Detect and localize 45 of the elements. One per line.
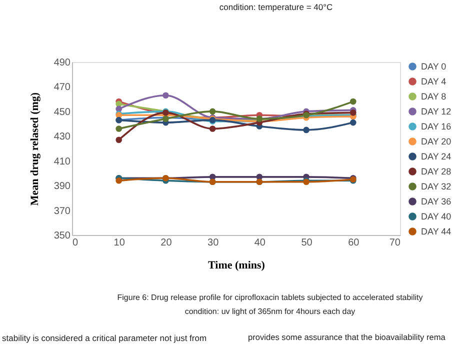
point <box>116 177 122 184</box>
x-axis-title: Time (mins) <box>208 260 266 272</box>
y-tick-label: 430 <box>54 132 71 143</box>
point <box>303 126 310 134</box>
text: condition: uv light of 365nm for 4hours each day <box>184 307 356 316</box>
legend-label: DAY 16 <box>421 122 452 132</box>
text: condition: temperature = 40°C <box>219 2 333 12</box>
legend-label: DAY 40 <box>421 212 452 222</box>
text: stability is considered a critical parameter not just from <box>2 333 207 343</box>
point <box>350 98 356 105</box>
legend-label: DAY 32 <box>421 182 452 192</box>
legend-label: DAY 36 <box>421 196 452 206</box>
legend-label: DAY 44 <box>421 226 452 236</box>
point <box>116 126 122 132</box>
legend-label: DAY 20 <box>421 136 452 146</box>
point <box>209 126 216 132</box>
legend-label: DAY 8 <box>421 92 446 102</box>
point <box>162 92 169 99</box>
x-tick-label: 70 <box>389 238 401 248</box>
y-tick-label: 470 <box>54 82 71 94</box>
x-tick-label: 10 <box>114 238 126 248</box>
x-tick-label: 30 <box>208 238 220 248</box>
point <box>350 110 356 116</box>
y-axis-title: Mean drug relased (mg) <box>28 92 41 206</box>
y-tick-label: 450 <box>54 106 71 118</box>
x-tick-label: 20 <box>160 238 172 248</box>
legend-label: DAY 28 <box>421 166 452 176</box>
legend-label: DAY 12 <box>421 106 452 116</box>
point <box>350 119 356 126</box>
y-tick-label: 410 <box>54 156 71 168</box>
point <box>209 108 216 115</box>
y-tick-label: 390 <box>54 181 71 192</box>
y-tick-label: 370 <box>54 206 71 217</box>
x-tick-label: 60 <box>348 238 360 248</box>
point <box>116 136 122 144</box>
x-tick-label: 0 <box>72 238 78 248</box>
caption: Figure 6: Drug release profile for ciprofloxacin tablets subjected to accelerated stability <box>117 293 423 302</box>
legend-label: DAY 4 <box>421 76 446 86</box>
y-tick-label: 490 <box>54 58 71 68</box>
x-tick-label: 40 <box>254 238 266 248</box>
y-tick-label: 350 <box>54 230 71 242</box>
x-tick-label: 50 <box>301 238 313 248</box>
legend-label: DAY 0 <box>421 62 446 72</box>
text: provides some assurance that the bioavailability rema <box>248 332 446 342</box>
legend-label: DAY 24 <box>421 152 452 162</box>
